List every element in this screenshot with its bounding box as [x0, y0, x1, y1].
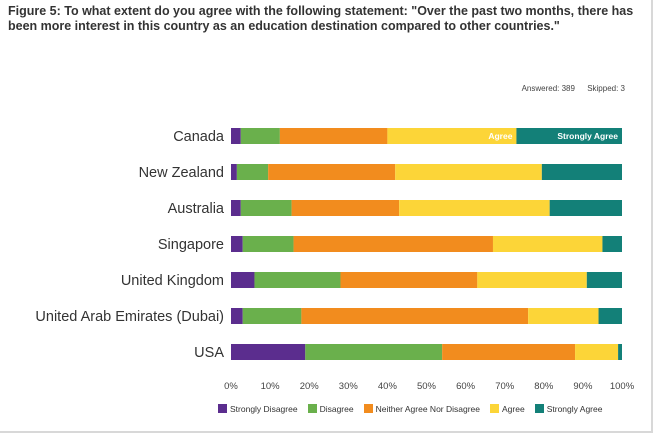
category-label: Canada	[173, 129, 225, 145]
response-counts: Answered: 389 Skipped: 3	[512, 84, 625, 93]
bar-segment	[528, 308, 599, 324]
legend-label: Disagree	[319, 404, 354, 414]
legend-label: Strongly Agree	[546, 404, 603, 414]
x-tick-label: 100%	[610, 381, 635, 392]
legend-label: Agree	[502, 404, 525, 414]
bar-segment	[293, 236, 493, 252]
bar-segment	[268, 164, 396, 180]
category-label: New Zealand	[139, 165, 224, 181]
bar-segment	[240, 200, 292, 216]
bar-segment	[516, 128, 622, 144]
bar-segment	[541, 164, 622, 180]
bar-segment	[492, 236, 603, 252]
bar-segment	[395, 164, 542, 180]
bar-segment	[231, 236, 243, 252]
bar-segment	[242, 308, 302, 324]
category-label: Australia	[168, 201, 225, 217]
bar-segment	[618, 344, 622, 360]
legend-swatch	[218, 404, 227, 413]
answered-count: Answered: 389	[521, 84, 575, 93]
bar-segment	[279, 128, 388, 144]
bar-segment	[602, 236, 622, 252]
bar-segment	[291, 200, 400, 216]
legend-item: Strongly Disagree	[218, 404, 298, 414]
legend-label: Strongly Disagree	[230, 404, 298, 414]
x-tick-label: 80%	[534, 381, 554, 392]
category-label: United Kingdom	[121, 273, 224, 289]
legend-item: Neither Agree Nor Disagree	[363, 404, 481, 414]
bar-segment	[387, 128, 517, 144]
bar-segment	[231, 308, 243, 324]
data-label: Strongly Agree	[557, 131, 618, 141]
bar-segment	[549, 200, 622, 216]
data-label: Agree	[488, 131, 512, 141]
x-tick-label: 40%	[378, 381, 398, 392]
bar-segment	[598, 308, 622, 324]
bar-segment	[242, 236, 294, 252]
bar-segment	[477, 272, 587, 288]
x-tick-label: 0%	[224, 381, 238, 392]
bar-segment	[231, 164, 237, 180]
legend-item: Agree	[490, 404, 525, 414]
legend: Strongly Disagree Disagree Neither Agree N…	[218, 404, 612, 414]
skipped-count: Skipped: 3	[587, 84, 625, 93]
x-tick-label: 30%	[339, 381, 359, 392]
x-tick-label: 70%	[495, 381, 515, 392]
category-label: USA	[194, 345, 224, 361]
category-label: United Arab Emirates (Dubai)	[35, 309, 224, 325]
legend-label: Neither Agree Nor Disagree	[375, 404, 481, 414]
figure-title: Figure 5: To what extent do you agree wi…	[8, 4, 634, 33]
legend-swatch	[307, 404, 317, 413]
x-tick-label: 60%	[456, 381, 476, 392]
bar-segment	[231, 128, 241, 144]
x-tick-label: 90%	[573, 381, 593, 392]
bar-segment	[301, 308, 529, 324]
x-tick-label: 20%	[300, 381, 320, 392]
bar-segment	[240, 128, 280, 144]
bar-segment	[305, 344, 443, 360]
bar-segment	[231, 200, 241, 216]
bar-segment	[575, 344, 619, 360]
bar-segment	[399, 200, 550, 216]
bar-segment	[236, 164, 269, 180]
bar-segment	[254, 272, 341, 288]
bar-segment	[442, 344, 576, 360]
legend-swatch	[534, 404, 544, 413]
legend-swatch	[490, 404, 500, 413]
legend-swatch	[363, 404, 373, 413]
bar-segment	[231, 272, 255, 288]
bar-segment	[340, 272, 478, 288]
bar-segment	[586, 272, 622, 288]
category-label: Singapore	[158, 237, 224, 253]
x-tick-label: 10%	[261, 381, 281, 392]
x-tick-label: 50%	[417, 381, 437, 392]
legend-item: Strongly Agree	[534, 404, 603, 414]
legend-item: Disagree	[307, 404, 354, 414]
bar-segment	[231, 344, 306, 360]
